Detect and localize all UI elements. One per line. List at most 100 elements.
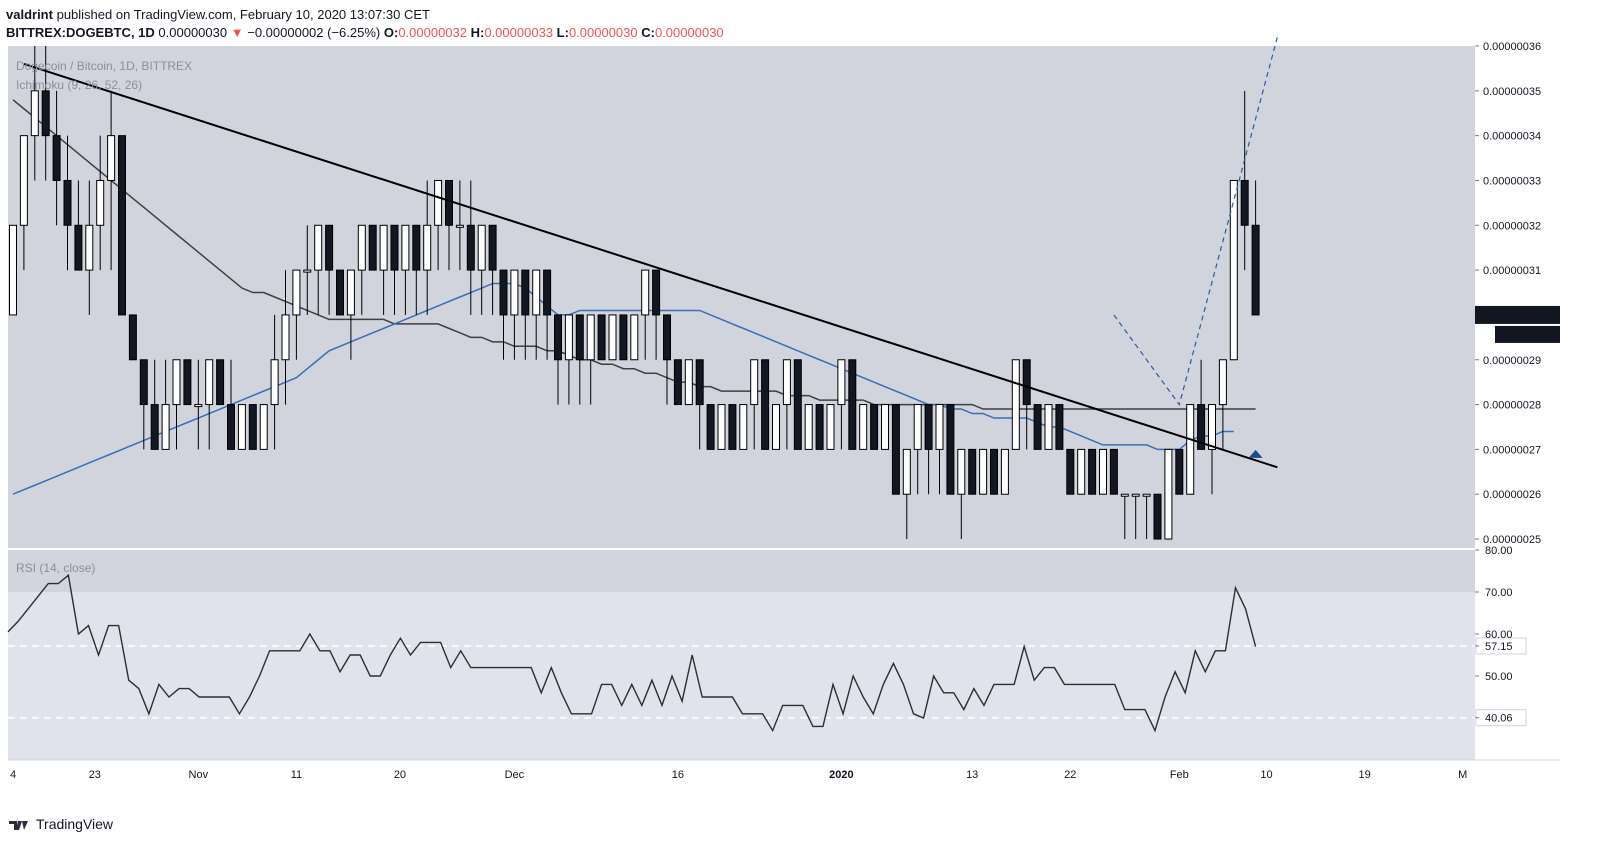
last-price-tag: [1475, 305, 1560, 324]
candle: [793, 359, 802, 450]
time-tick-label: 16: [672, 769, 684, 781]
candle: [1229, 179, 1238, 361]
candle: [172, 359, 181, 450]
candle: [434, 179, 443, 271]
candle: [194, 359, 203, 450]
candle: [139, 359, 148, 450]
signal-triangle-icon: [1248, 449, 1263, 458]
candle: [695, 359, 704, 450]
candle-body: [804, 404, 813, 450]
brand-name[interactable]: TradingView: [36, 816, 114, 832]
tradingview-logo-icon: [9, 821, 28, 830]
candle: [477, 224, 486, 315]
candle: [1142, 493, 1151, 540]
candle-body: [107, 135, 116, 181]
price-tick-label: 0.00000025: [1483, 534, 1541, 546]
candle-body: [510, 269, 519, 316]
candle-body: [532, 269, 541, 316]
candle: [739, 404, 748, 450]
last-price-tag-label: 0.00000030: [1483, 310, 1541, 322]
candle-body: [695, 359, 704, 406]
candle-body: [608, 314, 617, 361]
publisher-name[interactable]: valdrint: [6, 7, 53, 22]
symbol-name[interactable]: BITTREX:DOGEBTC, 1D: [6, 25, 155, 40]
candle: [979, 448, 988, 495]
candle-body: [870, 404, 879, 450]
candle: [913, 404, 922, 495]
candle: [96, 135, 105, 271]
candle-body: [1109, 448, 1118, 495]
ma-blue-line: [12, 282, 1234, 495]
price-change: −0.00000002 (−6.25%): [247, 25, 381, 40]
price-tick-label: 0.00000036: [1483, 41, 1541, 53]
candle-body: [597, 314, 606, 361]
candle: [85, 180, 94, 315]
candle-body: [248, 404, 257, 450]
candle-body: [1208, 404, 1216, 450]
candle: [630, 314, 639, 361]
candle: [924, 404, 933, 495]
candle: [782, 359, 791, 450]
candle: [684, 359, 693, 406]
candle-body: [739, 404, 748, 450]
candle-body: [663, 314, 671, 361]
candle-body: [466, 224, 475, 271]
candle-body: [379, 224, 388, 271]
candle-body: [990, 448, 998, 495]
candle-body: [521, 269, 530, 316]
candle: [641, 269, 650, 360]
candle-body: [630, 314, 639, 361]
candle: [303, 225, 312, 315]
candle-body: [227, 404, 235, 450]
candle-body: [259, 404, 268, 450]
candle: [74, 180, 83, 271]
close-label: C:: [641, 25, 655, 40]
candle-body: [325, 224, 334, 271]
candle: [1197, 359, 1206, 450]
candle: [957, 448, 966, 540]
candle: [750, 359, 759, 450]
candle-body: [423, 224, 432, 271]
candle-body: [445, 179, 453, 226]
candle: [368, 224, 377, 271]
candle: [237, 404, 246, 450]
candle-body: [935, 404, 944, 450]
candle-body: [564, 314, 573, 361]
candle: [564, 314, 573, 405]
candle-body: [717, 404, 726, 450]
price-tick-label: 0.00000031: [1483, 265, 1541, 277]
time-tick-label: 23: [89, 769, 101, 781]
price-tick-label: 0.00000026: [1483, 489, 1541, 501]
candle: [1120, 493, 1129, 540]
candle-body: [1251, 224, 1260, 316]
time-tick-label: 22: [1064, 769, 1076, 781]
candle-body: [793, 359, 802, 450]
candle-body: [85, 224, 94, 271]
candle: [401, 224, 410, 315]
candle: [1186, 404, 1195, 495]
candle: [848, 359, 857, 450]
candle-body: [1077, 448, 1086, 495]
candle: [292, 269, 301, 360]
time-tick-label: 19: [1358, 769, 1370, 781]
descending-trendline: [23, 62, 1278, 469]
candle: [205, 359, 214, 450]
candle-body: [336, 269, 344, 316]
candle: [1218, 359, 1227, 450]
time-tick-label: 2020: [829, 769, 853, 781]
candle: [390, 224, 399, 315]
candle-body: [216, 359, 225, 406]
candle-body: [368, 224, 377, 271]
candle: [891, 404, 900, 495]
candle-body: [1022, 359, 1031, 406]
candle: [586, 314, 595, 405]
close-value: 0.00000030: [654, 25, 724, 40]
candle-body: [150, 404, 159, 450]
candle-body: [957, 448, 966, 495]
candle-body: [455, 224, 464, 228]
candle: [1055, 404, 1064, 450]
candle: [1044, 404, 1053, 450]
candle: [1153, 493, 1162, 540]
time-tick-label: Dec: [505, 769, 525, 781]
